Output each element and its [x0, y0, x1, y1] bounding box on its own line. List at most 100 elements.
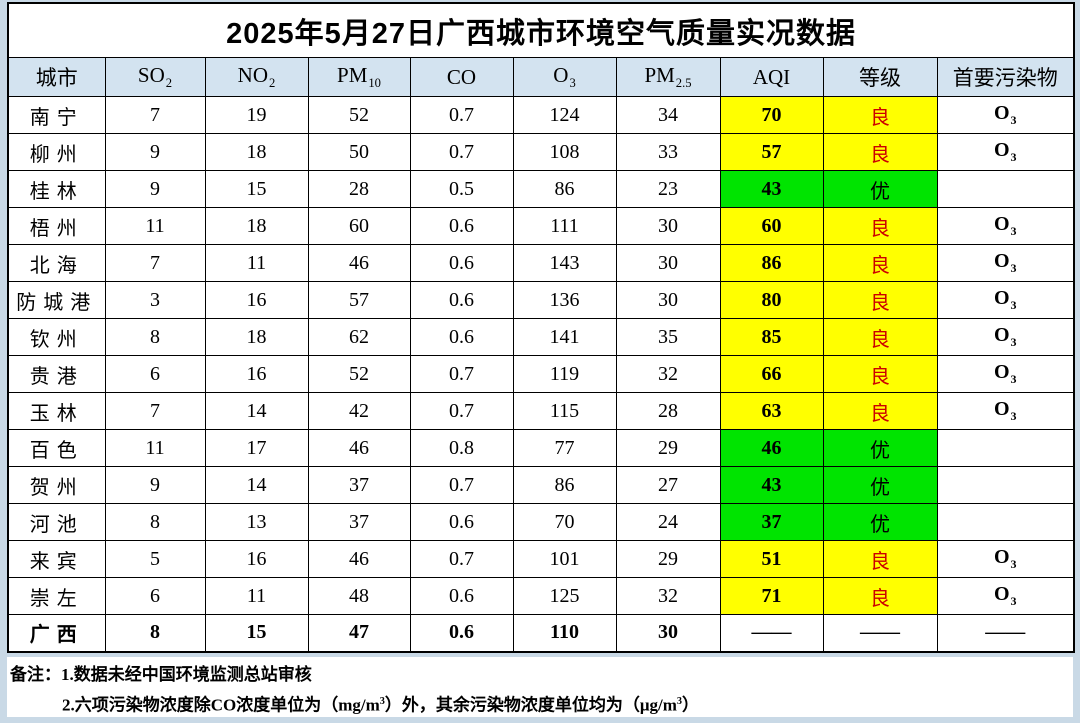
cell-grade: 良 — [822, 96, 938, 134]
cell-no2: 18 — [204, 207, 309, 245]
cell-pm25: 30 — [615, 281, 721, 319]
cell-o3: 143 — [512, 244, 617, 282]
column-header-co: CO — [409, 57, 514, 97]
cell-no2: 11 — [204, 244, 309, 282]
cell-o3: 108 — [512, 133, 617, 171]
cell-pm10: 62 — [307, 318, 411, 356]
cell-pm25: 32 — [615, 577, 721, 615]
cell-so2: 11 — [104, 429, 206, 467]
cell-no2: 15 — [204, 170, 309, 208]
cell-pm10: 37 — [307, 466, 411, 504]
cell-city: 贵港 — [7, 355, 106, 393]
note-2-sup: 3 — [379, 696, 385, 707]
cell-co: 0.7 — [409, 355, 514, 393]
table-row-贵港: 贵港 6 16 52 0.7 119 32 66 良 O3 — [7, 355, 1075, 393]
cell-city: 玉林 — [7, 392, 106, 430]
table-row-防城港: 防城港 3 16 57 0.6 136 30 80 良 O3 — [7, 281, 1075, 319]
cell-no2: 17 — [204, 429, 309, 467]
cell-no2: 14 — [204, 466, 309, 504]
cell-pm25: 33 — [615, 133, 721, 171]
cell-pm10: 42 — [307, 392, 411, 430]
cell-pm10: 47 — [307, 614, 411, 652]
cell-co: 0.6 — [409, 318, 514, 356]
cell-so2: 9 — [104, 133, 206, 171]
cell-no2: 15 — [204, 614, 309, 652]
cell-so2: 6 — [104, 577, 206, 615]
cell-primary-pollutant: O3 — [936, 577, 1075, 615]
table-row-来宾: 来宾 5 16 46 0.7 101 29 51 良 O3 — [7, 540, 1075, 578]
cell-pm10: 60 — [307, 207, 411, 245]
cell-grade: 良 — [822, 244, 938, 282]
cell-primary-pollutant: O3 — [936, 96, 1075, 134]
cell-grade: 优 — [822, 503, 938, 541]
cell-aqi: 86 — [719, 244, 824, 282]
table-row-北海: 北海 7 11 46 0.6 143 30 86 良 O3 — [7, 244, 1075, 282]
cell-pm10: 48 — [307, 577, 411, 615]
cell-co: 0.8 — [409, 429, 514, 467]
cell-grade: 良 — [822, 318, 938, 356]
cell-co: 0.6 — [409, 614, 514, 652]
cell-grade: 优 — [822, 429, 938, 467]
cell-so2: 7 — [104, 96, 206, 134]
cell-grade: 优 — [822, 170, 938, 208]
column-header-o3: O3 — [512, 57, 617, 97]
cell-co: 0.7 — [409, 466, 514, 504]
cell-grade: 良 — [822, 355, 938, 393]
cell-o3: 115 — [512, 392, 617, 430]
cell-aqi: 70 — [719, 96, 824, 134]
cell-so2: 3 — [104, 281, 206, 319]
table-row-贺州: 贺州 9 14 37 0.7 86 27 43 优 — [7, 466, 1075, 504]
cell-city: 钦州 — [7, 318, 106, 356]
cell-city: 梧州 — [7, 207, 106, 245]
cell-o3: 110 — [512, 614, 617, 652]
cell-primary-pollutant: O3 — [936, 244, 1075, 282]
cell-primary-pollutant — [936, 466, 1075, 504]
cell-so2: 8 — [104, 614, 206, 652]
cell-primary-pollutant — [936, 429, 1075, 467]
notes-label: 备注： — [10, 665, 61, 684]
table-row-桂林: 桂林 9 15 28 0.5 86 23 43 优 — [7, 170, 1075, 208]
cell-grade: 良 — [822, 577, 938, 615]
cell-pm25: 23 — [615, 170, 721, 208]
cell-city: 北海 — [7, 244, 106, 282]
cell-aqi: 43 — [719, 170, 824, 208]
cell-o3: 86 — [512, 170, 617, 208]
cell-grade: 良 — [822, 133, 938, 171]
cell-o3: 70 — [512, 503, 617, 541]
cell-grade: 良 — [822, 392, 938, 430]
cell-no2: 18 — [204, 318, 309, 356]
cell-o3: 86 — [512, 466, 617, 504]
cell-city: 崇左 — [7, 577, 106, 615]
cell-pm25: 24 — [615, 503, 721, 541]
cell-aqi: 46 — [719, 429, 824, 467]
cell-no2: 19 — [204, 96, 309, 134]
cell-grade: 良 — [822, 281, 938, 319]
cell-pm10: 28 — [307, 170, 411, 208]
cell-grade: 良 — [822, 207, 938, 245]
cell-aqi: 71 — [719, 577, 824, 615]
cell-so2: 9 — [104, 170, 206, 208]
table-row-崇左: 崇左 6 11 48 0.6 125 32 71 良 O3 — [7, 577, 1075, 615]
cell-aqi: 37 — [719, 503, 824, 541]
cell-aqi: 57 — [719, 133, 824, 171]
cell-grade: 良 — [822, 540, 938, 578]
cell-pm10: 52 — [307, 355, 411, 393]
cell-grade: —— — [822, 614, 938, 652]
cell-pm25: 29 — [615, 540, 721, 578]
cell-primary-pollutant — [936, 503, 1075, 541]
cell-pm10: 52 — [307, 96, 411, 134]
table-row-南宁: 南宁 7 19 52 0.7 124 34 70 良 O3 — [7, 96, 1075, 134]
cell-primary-pollutant: O3 — [936, 281, 1075, 319]
cell-pm25: 29 — [615, 429, 721, 467]
cell-primary-pollutant — [936, 170, 1075, 208]
cell-co: 0.7 — [409, 96, 514, 134]
cell-city: 南宁 — [7, 96, 106, 134]
column-header-grade: 等级 — [822, 57, 938, 97]
cell-co: 0.7 — [409, 133, 514, 171]
title-row: 2025年5月27日广西城市环境空气质量实况数据 — [7, 2, 1075, 58]
cell-so2: 5 — [104, 540, 206, 578]
cell-primary-pollutant: O3 — [936, 392, 1075, 430]
cell-primary-pollutant: O3 — [936, 318, 1075, 356]
cell-co: 0.5 — [409, 170, 514, 208]
cell-o3: 125 — [512, 577, 617, 615]
